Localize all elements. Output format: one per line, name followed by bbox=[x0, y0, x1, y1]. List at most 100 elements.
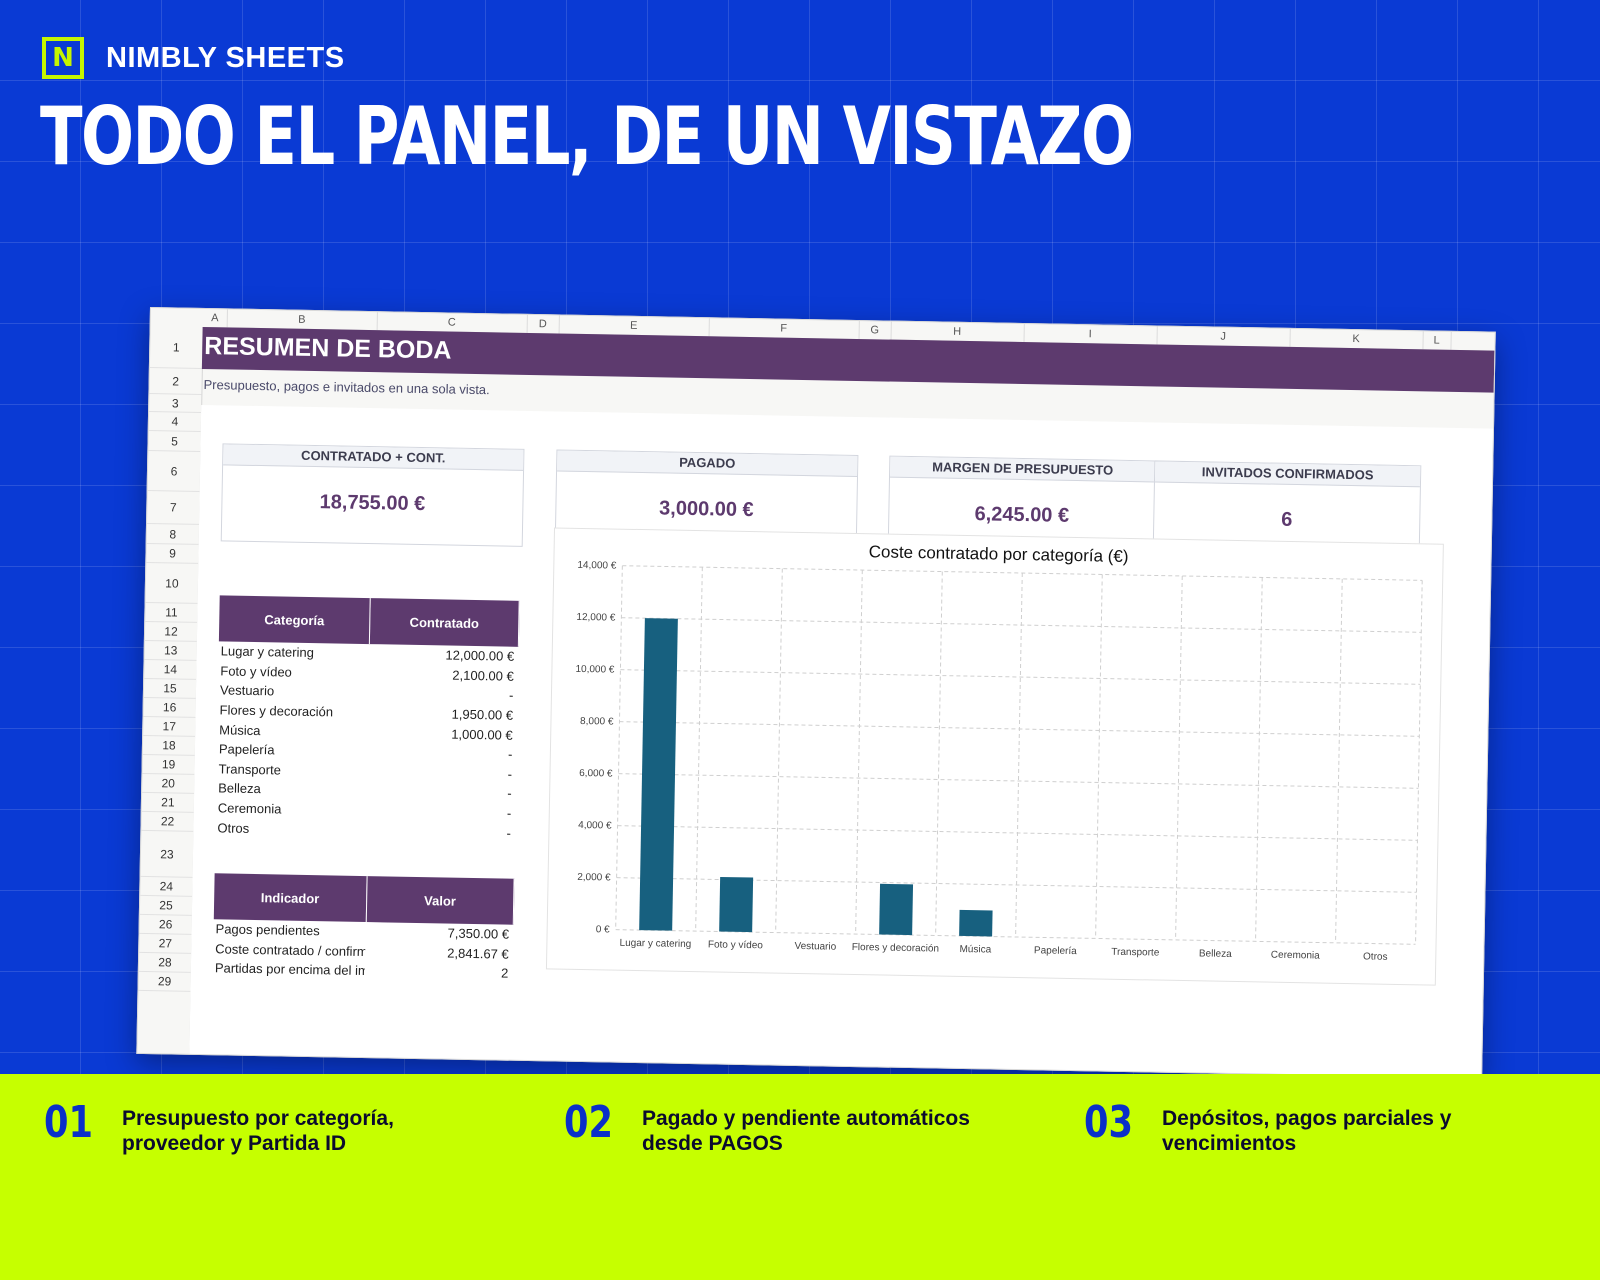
row-number[interactable]: 14 bbox=[144, 659, 197, 680]
x-tick-label: Vestuario bbox=[794, 941, 836, 953]
feature-text: Pagado y pendiente automáticos desde PAG… bbox=[642, 1107, 970, 1155]
category-label: Ceremonia bbox=[217, 800, 282, 817]
grid-line bbox=[1095, 574, 1103, 939]
x-tick-label: Otros bbox=[1363, 951, 1388, 962]
grid-line bbox=[618, 773, 1419, 789]
kpi-value: 18,755.00 € bbox=[319, 491, 426, 516]
x-tick-label: Lugar y catering bbox=[619, 938, 691, 950]
column-letter[interactable]: A bbox=[202, 308, 228, 328]
feature-strip: 01 Presupuesto por categoría, proveedor … bbox=[0, 1074, 1600, 1280]
kpi-value: 6,245.00 € bbox=[974, 503, 1070, 527]
row-number[interactable]: 11 bbox=[145, 602, 198, 623]
category-value: - bbox=[507, 766, 513, 782]
category-label: Vestuario bbox=[219, 682, 275, 699]
feature-item-1: 01 Presupuesto por categoría, proveedor … bbox=[44, 1098, 482, 1156]
chart-bar bbox=[959, 909, 993, 937]
row-number[interactable]: 6 bbox=[147, 450, 201, 492]
row-number[interactable]: 27 bbox=[139, 933, 192, 954]
y-tick-label: 4,000 € bbox=[578, 820, 612, 832]
row-number[interactable]: 18 bbox=[142, 735, 196, 756]
sheet-subtitle[interactable]: Presupuesto, pagos e invitados en una so… bbox=[203, 376, 490, 398]
table-header[interactable]: Categoría bbox=[218, 595, 371, 645]
row-number[interactable]: 9 bbox=[146, 543, 199, 564]
category-value: 1,950.00 € bbox=[451, 706, 514, 723]
kpi-label: PAGADO bbox=[557, 450, 858, 477]
feature-item-2: 02 Pagado y pendiente automáticos desde … bbox=[564, 1098, 1002, 1156]
y-tick-label: 2,000 € bbox=[577, 872, 611, 884]
feature-number: 03 bbox=[1084, 1097, 1133, 1148]
category-value: - bbox=[506, 825, 512, 841]
row-number[interactable]: 19 bbox=[142, 754, 195, 775]
y-tick-label: 0 € bbox=[596, 924, 611, 935]
category-label: Foto y vídeo bbox=[220, 663, 293, 680]
row-number[interactable]: 21 bbox=[141, 792, 195, 813]
grid-line bbox=[775, 568, 783, 933]
brand: N NIMBLY SHEETS bbox=[42, 34, 345, 82]
brand-name: NIMBLY SHEETS bbox=[106, 41, 345, 74]
kpi-label: INVITADOS CONFIRMADOS bbox=[1154, 461, 1421, 488]
chart-plot: 0 € 2,000 € 4,000 € 6,000 € 8,000 € 10,000 € 1… bbox=[575, 560, 1423, 963]
kpi-card-contracted[interactable]: CONTRATADO + CONT. 18,755.00 € bbox=[220, 443, 525, 547]
cost-chart[interactable]: Coste contratado por categoría (€) 0 €2,… bbox=[545, 527, 1444, 986]
row-number[interactable]: 20 bbox=[142, 773, 195, 794]
row-number[interactable]: 4 bbox=[148, 412, 202, 432]
category-value: - bbox=[507, 786, 512, 802]
x-tick-label: Transporte bbox=[1111, 947, 1160, 959]
row-number[interactable]: 5 bbox=[148, 430, 201, 452]
category-label: Flores y decoración bbox=[219, 702, 334, 720]
category-value: 12,000.00 € bbox=[445, 647, 515, 665]
category-label: Otros bbox=[217, 819, 250, 836]
x-tick-label: Música bbox=[959, 944, 991, 956]
kpi-label: CONTRATADO + CONT. bbox=[223, 444, 524, 471]
indicator-value: 7,350.00 € bbox=[447, 925, 510, 942]
feature-number: 01 bbox=[44, 1097, 93, 1148]
x-tick-label: Flores y decoración bbox=[852, 942, 939, 955]
category-value: 2,100.00 € bbox=[452, 667, 514, 684]
kpi-value: 3,000.00 € bbox=[658, 497, 754, 522]
column-letter[interactable]: G bbox=[858, 320, 892, 340]
indicator-label: Partidas por encima del importe bbox=[214, 960, 366, 980]
category-value: - bbox=[506, 805, 512, 821]
category-label: Belleza bbox=[218, 780, 261, 797]
row-number[interactable]: 10 bbox=[145, 562, 199, 604]
column-letter[interactable]: D bbox=[526, 314, 560, 334]
row-number[interactable]: 1 bbox=[149, 326, 203, 369]
row-number[interactable]: 28 bbox=[138, 952, 192, 973]
table-header[interactable]: Indicador bbox=[213, 873, 367, 923]
row-number[interactable]: 16 bbox=[143, 697, 196, 718]
row-number[interactable]: 15 bbox=[143, 678, 197, 699]
category-label: Música bbox=[219, 722, 261, 738]
grid-line bbox=[935, 571, 943, 936]
row-number[interactable]: 13 bbox=[144, 640, 197, 661]
category-value: - bbox=[508, 688, 514, 704]
feature-text: Depósitos, pagos parciales y vencimiento… bbox=[1162, 1107, 1452, 1155]
row-number[interactable]: 25 bbox=[139, 895, 193, 916]
category-value: 1,000.00 € bbox=[451, 726, 513, 743]
row-number[interactable]: 24 bbox=[140, 876, 193, 897]
row-number[interactable]: 17 bbox=[143, 716, 196, 737]
table-header[interactable]: Contratado bbox=[369, 598, 520, 647]
row-number[interactable]: 29 bbox=[138, 971, 191, 992]
indicator-value: 2,841.67 € bbox=[447, 945, 509, 962]
row-number[interactable]: 3 bbox=[149, 394, 202, 413]
y-tick-label: 6,000 € bbox=[579, 768, 613, 780]
grid-line bbox=[855, 570, 863, 935]
category-label: Lugar y catering bbox=[220, 643, 315, 661]
sheet-title[interactable]: RESUMEN DE BODA bbox=[204, 332, 452, 365]
y-tick-label: 8,000 € bbox=[580, 716, 614, 728]
row-number[interactable]: 7 bbox=[147, 490, 200, 525]
grid-line bbox=[620, 669, 1421, 685]
table-header[interactable]: Valor bbox=[365, 876, 515, 925]
grid-line bbox=[1175, 575, 1183, 940]
row-number[interactable]: 8 bbox=[146, 523, 200, 545]
kpi-label: MARGEN DE PRESUPUESTO bbox=[889, 456, 1156, 483]
chart-bar bbox=[719, 876, 754, 933]
row-number[interactable]: 12 bbox=[144, 621, 198, 642]
grid-line bbox=[695, 567, 703, 932]
category-label: Transporte bbox=[218, 761, 282, 778]
row-number[interactable]: 22 bbox=[141, 811, 194, 832]
row-number[interactable]: 2 bbox=[149, 368, 202, 395]
column-letter[interactable]: L bbox=[1422, 331, 1452, 350]
row-number[interactable]: 26 bbox=[139, 914, 192, 935]
row-number[interactable]: 23 bbox=[140, 830, 194, 878]
